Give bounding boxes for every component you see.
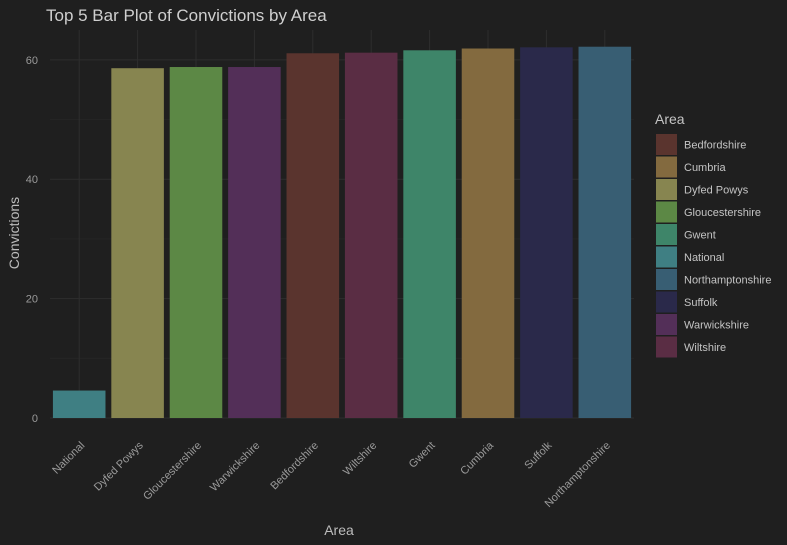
bars	[52, 46, 632, 419]
legend-swatch	[656, 201, 677, 223]
y-tick-label: 40	[26, 174, 38, 186]
bar-warwickshire	[228, 67, 281, 419]
bar-wiltshire	[344, 52, 398, 419]
bar-dyfed-powys	[111, 68, 164, 419]
legend-swatch	[656, 179, 677, 200]
y-tick-label: 0	[32, 413, 38, 425]
legend-swatch	[656, 336, 677, 358]
legend-title: Area	[655, 111, 685, 127]
legend-label: Suffolk	[684, 297, 718, 309]
legend-label: Gwent	[684, 230, 716, 242]
legend-swatch	[656, 224, 677, 245]
legend-label: National	[684, 252, 724, 264]
legend-label: Gloucestershire	[684, 207, 761, 219]
x-tick-label: Gloucestershire	[141, 440, 204, 503]
x-tick-label: Gwent	[407, 440, 438, 471]
x-axis-title: Area	[324, 522, 354, 538]
bar-suffolk	[520, 47, 573, 419]
legend-label: Wiltshire	[684, 342, 726, 354]
x-tick-label: Suffolk	[522, 439, 554, 471]
y-axis-title: Convictions	[6, 197, 22, 269]
bar-bedfordshire	[286, 53, 340, 418]
legend-swatch	[656, 246, 677, 268]
x-tick-label: Dyfed Powys	[92, 439, 146, 493]
bar-gloucestershire	[169, 67, 223, 419]
bar-cumbria	[461, 48, 515, 419]
x-tick-label: Wiltshire	[341, 440, 379, 478]
legend-swatch	[656, 291, 677, 313]
y-tick-label: 20	[26, 294, 38, 306]
bar-national	[52, 390, 106, 418]
legend-swatch	[656, 156, 677, 178]
legend-label: Bedfordshire	[684, 140, 746, 152]
y-axis-ticks: 0 20 40 60	[26, 55, 38, 425]
x-tick-label: National	[50, 440, 87, 477]
legend: Area Bedfordshire Cumbria Dyfed Powys Glouc…	[655, 111, 771, 358]
legend-label: Cumbria	[684, 162, 726, 174]
y-tick-label: 60	[26, 55, 38, 67]
x-tick-label: Warwickshire	[208, 440, 262, 494]
x-tick-label: Northamptonshire	[543, 440, 613, 510]
bar-northamptonshire	[578, 46, 632, 419]
chart-title: Top 5 Bar Plot of Convictions by Area	[46, 6, 327, 25]
legend-swatch	[656, 134, 677, 155]
legend-label: Northamptonshire	[684, 275, 771, 287]
x-tick-label: Bedfordshire	[268, 440, 321, 493]
legend-swatch	[656, 269, 677, 290]
bar-gwent	[403, 50, 456, 419]
legend-label: Dyfed Powys	[684, 185, 749, 197]
x-tick-label: Cumbria	[458, 439, 497, 478]
legend-label: Warwickshire	[684, 320, 749, 332]
legend-swatch	[656, 314, 677, 335]
